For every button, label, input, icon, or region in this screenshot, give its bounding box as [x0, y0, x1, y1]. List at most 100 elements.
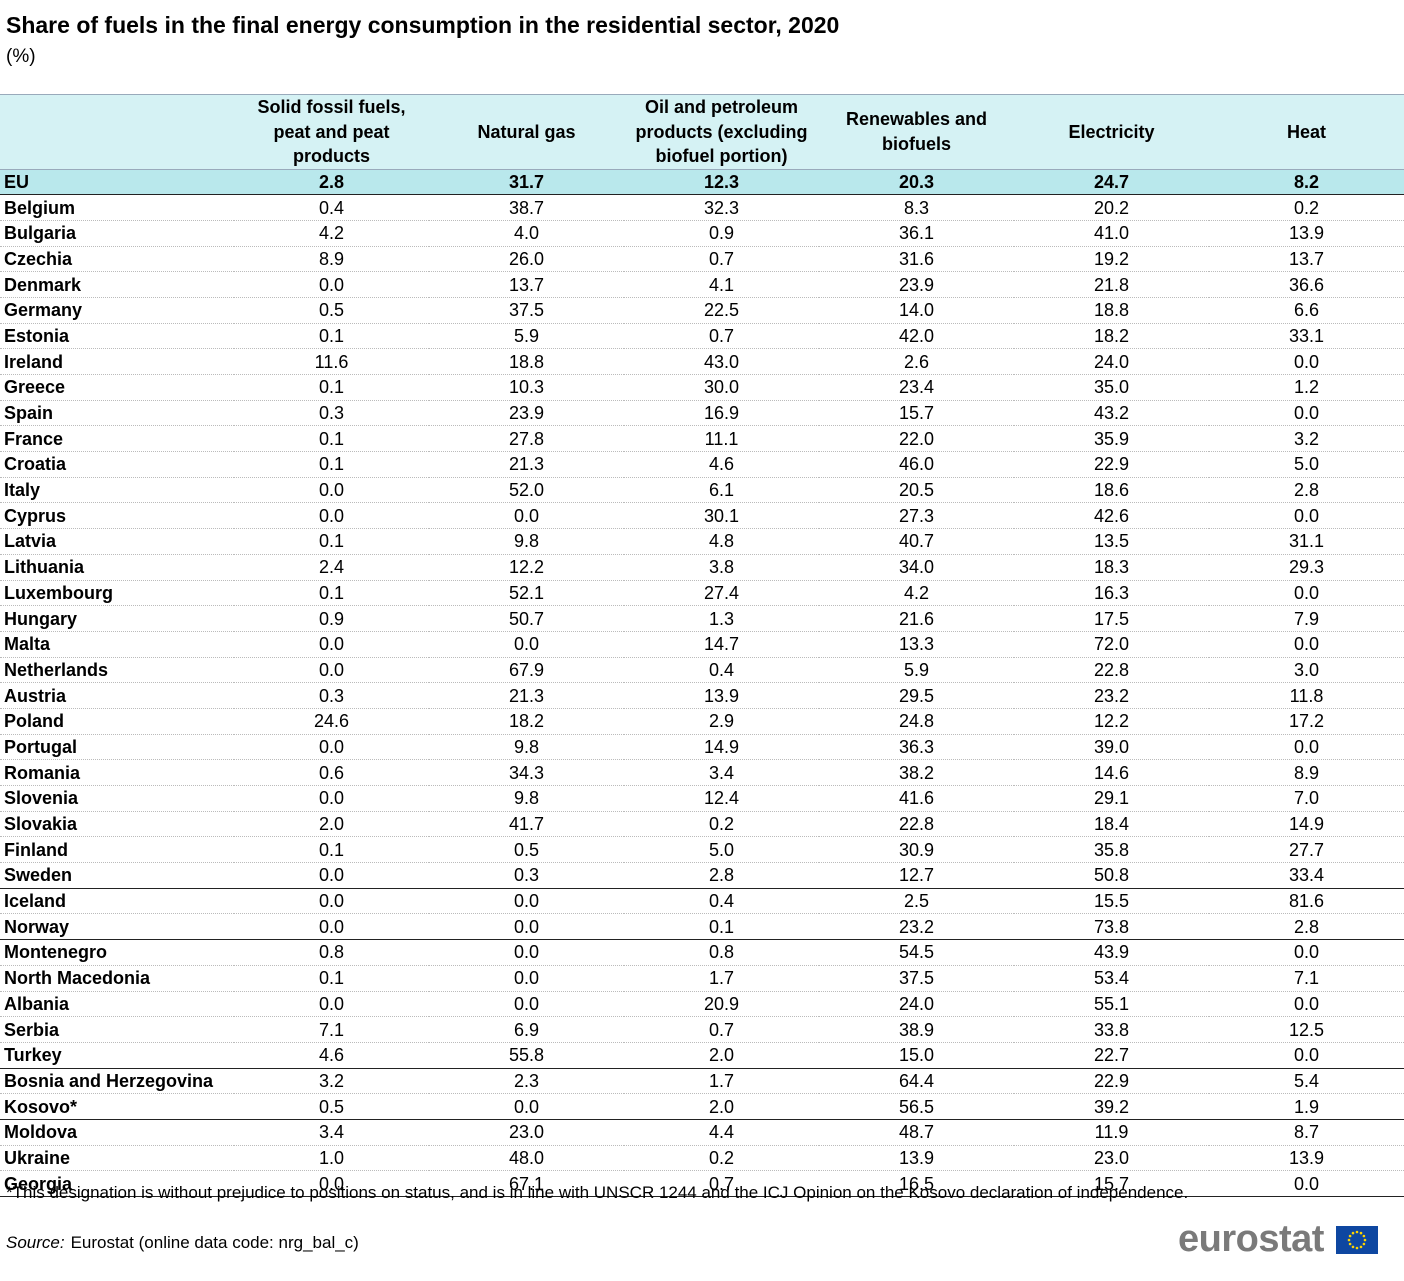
table-row: Slovakia 2.0 41.7 0.2 22.8 18.4 14.9: [0, 811, 1404, 838]
cell: 11.6: [234, 348, 429, 375]
cell: 17.5: [1014, 605, 1209, 632]
source-text: Eurostat (online data code: nrg_bal_c): [70, 1233, 359, 1252]
column-header: Natural gas: [429, 94, 624, 170]
cell: 13.5: [1014, 528, 1209, 555]
cell: 20.5: [819, 477, 1014, 504]
row-label: Norway: [0, 913, 234, 941]
title: Share of fuels in the final energy consu…: [6, 12, 840, 38]
subtitle: (%): [6, 46, 36, 67]
cell: 41.0: [1014, 220, 1209, 247]
cell: 41.7: [429, 811, 624, 838]
cell: 0.8: [624, 939, 819, 966]
table-row: Luxembourg 0.1 52.1 27.4 4.2 16.3 0.0: [0, 580, 1404, 607]
cell: 14.0: [819, 297, 1014, 324]
cell: 2.3: [429, 1068, 624, 1095]
row-label: Bulgaria: [0, 220, 234, 247]
cell: 3.2: [234, 1068, 429, 1095]
cell: 7.1: [1209, 965, 1404, 992]
cell: 32.3: [624, 194, 819, 221]
table-row: North Macedonia 0.1 0.0 1.7 37.5 53.4 7.1: [0, 965, 1404, 992]
cell: 27.4: [624, 580, 819, 607]
cell: 0.1: [234, 323, 429, 350]
source-label: Source:: [6, 1233, 65, 1252]
cell: 13.9: [819, 1145, 1014, 1172]
cell: 42.6: [1014, 502, 1209, 530]
cell: 29.5: [819, 682, 1014, 709]
table-row: Finland 0.1 0.5 5.0 30.9 35.8 27.7: [0, 836, 1404, 864]
cell: 81.6: [1209, 888, 1404, 915]
row-label: Hungary: [0, 605, 234, 632]
cell: 55.1: [1014, 991, 1209, 1018]
cell: 13.7: [1209, 246, 1404, 273]
cell: 7.9: [1209, 605, 1404, 632]
cell: 0.0: [234, 1170, 429, 1197]
cell: 22.9: [1014, 451, 1209, 478]
row-label: Moldova: [0, 1119, 234, 1146]
cell: 12.2: [1014, 708, 1209, 735]
cell: 18.4: [1014, 811, 1209, 838]
cell: 36.3: [819, 734, 1014, 761]
cell: 55.8: [429, 1042, 624, 1069]
cell: 35.8: [1014, 836, 1209, 864]
cell: 12.4: [624, 785, 819, 812]
table-row: Poland 24.6 18.2 2.9 24.8 12.2 17.2: [0, 708, 1404, 735]
row-label: Finland: [0, 836, 234, 864]
row-group: EU 2.8 31.7 12.3 20.3 24.7 8.2: [0, 169, 1404, 196]
cell: 0.0: [234, 888, 429, 915]
cell: 0.5: [234, 297, 429, 324]
row-label: Ireland: [0, 348, 234, 375]
cell: 0.7: [624, 246, 819, 273]
cell: 17.2: [1209, 708, 1404, 735]
cell: 23.0: [429, 1119, 624, 1146]
cell: 16.5: [819, 1170, 1014, 1197]
cell: 0.0: [429, 1093, 624, 1120]
cell: 14.9: [1209, 811, 1404, 838]
cell: 0.2: [1209, 194, 1404, 221]
cell: 0.0: [1209, 939, 1404, 966]
cell: 38.9: [819, 1016, 1014, 1043]
cell: 13.9: [1209, 1145, 1404, 1172]
cell: 27.3: [819, 502, 1014, 530]
row-label: Luxembourg: [0, 580, 234, 607]
row-label: Belgium: [0, 194, 234, 221]
cell: 52.1: [429, 580, 624, 607]
cell: 0.0: [429, 888, 624, 915]
row-label: Cyprus: [0, 502, 234, 530]
cell: 24.8: [819, 708, 1014, 735]
cell: 3.0: [1209, 657, 1404, 684]
cell: 5.0: [624, 836, 819, 864]
cell: 0.0: [234, 913, 429, 941]
header-row: Solid fossil fuels, peat and peat produc…: [0, 94, 1404, 170]
table-row: Spain 0.3 23.9 16.9 15.7 43.2 0.0: [0, 400, 1404, 427]
table-row: Montenegro 0.8 0.0 0.8 54.5 43.9 0.0: [0, 939, 1404, 966]
table-row: Austria 0.3 21.3 13.9 29.5 23.2 11.8: [0, 682, 1404, 709]
cell: 0.0: [1209, 580, 1404, 607]
table-row: Ireland 11.6 18.8 43.0 2.6 24.0 0.0: [0, 348, 1404, 375]
table-row: France 0.1 27.8 11.1 22.0 35.9 3.2: [0, 425, 1404, 453]
cell: 3.4: [624, 759, 819, 786]
cell: 34.0: [819, 554, 1014, 581]
table-row: Latvia 0.1 9.8 4.8 40.7 13.5 31.1: [0, 528, 1404, 555]
cell: 0.0: [1209, 1042, 1404, 1069]
cell: 0.7: [624, 323, 819, 350]
table-row: Georgia 0.0 67.1 0.7 16.5 15.7 0.0: [0, 1170, 1404, 1197]
cell: 2.8: [624, 862, 819, 889]
cell: 72.0: [1014, 631, 1209, 658]
cell: 1.0: [234, 1145, 429, 1172]
table-row: Czechia 8.9 26.0 0.7 31.6 19.2 13.7: [0, 246, 1404, 273]
table-row: Croatia 0.1 21.3 4.6 46.0 22.9 5.0: [0, 451, 1404, 478]
cell: 0.4: [234, 194, 429, 221]
row-label: Estonia: [0, 323, 234, 350]
cell: 2.4: [234, 554, 429, 581]
row-group: Bosnia and Herzegovina 3.2 2.3 1.7 64.4 22.9 5…: [0, 1068, 1404, 1120]
table-row: Iceland 0.0 0.0 0.4 2.5 15.5 81.6: [0, 888, 1404, 915]
row-label: France: [0, 425, 234, 453]
cell: 23.9: [819, 271, 1014, 298]
cell: 21.3: [429, 682, 624, 709]
cell: 1.3: [624, 605, 819, 632]
cell: 50.7: [429, 605, 624, 632]
cell: 20.2: [1014, 194, 1209, 221]
cell: 0.6: [234, 759, 429, 786]
cell: 67.1: [429, 1170, 624, 1197]
cell: 13.9: [1209, 220, 1404, 247]
